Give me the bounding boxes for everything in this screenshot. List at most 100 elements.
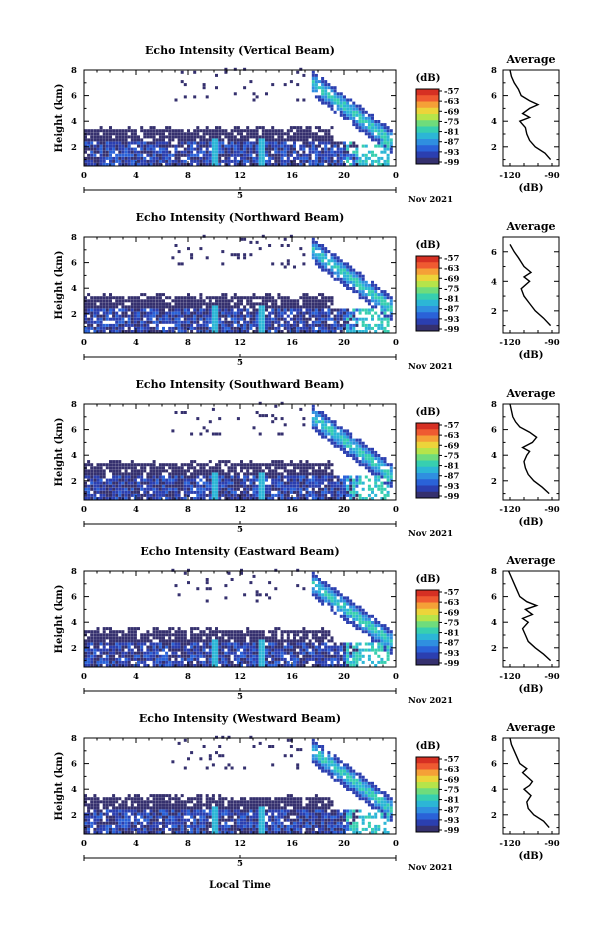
heatmap-cell xyxy=(124,493,128,497)
heatmap-cell xyxy=(215,463,218,467)
profile-x-tick-label: -120 xyxy=(499,338,520,348)
heatmap-cell xyxy=(146,299,150,303)
heatmap-cell xyxy=(336,104,340,108)
heatmap-cell xyxy=(133,472,137,476)
heatmap-cell xyxy=(249,317,253,321)
heatmap-cell xyxy=(99,469,103,473)
heatmap-cell xyxy=(333,475,337,479)
heatmap-cell xyxy=(240,657,243,661)
heatmap-cell xyxy=(333,277,337,281)
heatmap-cell xyxy=(246,320,250,324)
heatmap-cell xyxy=(221,664,225,667)
heatmap-cell xyxy=(289,153,293,157)
heatmap-cell xyxy=(121,472,125,476)
heatmap-cell xyxy=(308,159,312,163)
heatmap-cell xyxy=(196,636,200,640)
heatmap-cell xyxy=(199,135,203,139)
heatmap-cell xyxy=(221,478,225,482)
heatmap-cell xyxy=(289,664,293,667)
heatmap-cell xyxy=(90,484,94,488)
heatmap-cell xyxy=(187,469,190,473)
heatmap-cell xyxy=(302,323,306,327)
heatmap-cell xyxy=(283,475,287,479)
heatmap-cell xyxy=(215,627,218,631)
heatmap-cell xyxy=(221,311,225,315)
heatmap-cell xyxy=(271,651,275,655)
heatmap-cell xyxy=(149,147,153,151)
heatmap-cell xyxy=(180,478,184,482)
heatmap-cell xyxy=(183,571,187,575)
heatmap-cell xyxy=(102,129,106,133)
heatmap-cell xyxy=(330,156,334,160)
heatmap-cell xyxy=(168,648,172,652)
colorbar-tick-label: -63 xyxy=(444,431,459,441)
heatmap-cell xyxy=(168,472,172,476)
heatmap-cell xyxy=(280,654,284,658)
heatmap-cell xyxy=(96,484,100,488)
heatmap-cell xyxy=(165,633,169,637)
heatmap-cell xyxy=(302,317,306,321)
heatmap-cell xyxy=(149,153,153,157)
heatmap-cell xyxy=(84,156,87,160)
heatmap-cell xyxy=(124,141,128,145)
heatmap-cell xyxy=(246,654,250,658)
heatmap-cell xyxy=(137,141,140,145)
heatmap-cell xyxy=(246,469,250,473)
heatmap-cell xyxy=(133,642,137,646)
heatmap-cell xyxy=(90,311,94,315)
heatmap-cell xyxy=(236,314,240,318)
heatmap-cell xyxy=(149,296,153,300)
heatmap-cell xyxy=(152,135,156,139)
heatmap-cell xyxy=(252,147,256,151)
heatmap-cell xyxy=(289,487,293,491)
heatmap-cell xyxy=(90,648,94,652)
heatmap-cell xyxy=(386,469,390,473)
heatmap-cell xyxy=(314,590,318,594)
heatmap-cell xyxy=(208,141,212,145)
heatmap-cell xyxy=(218,138,222,142)
heatmap-cell xyxy=(274,460,278,464)
heatmap-cell xyxy=(168,484,172,488)
heatmap-cell xyxy=(252,426,256,430)
heatmap-cell xyxy=(249,651,253,655)
heatmap-cell xyxy=(346,330,350,333)
heatmap-cell xyxy=(93,132,97,136)
heatmap-cell xyxy=(230,129,234,133)
heatmap-cell xyxy=(252,330,256,333)
heatmap-cell xyxy=(339,98,343,102)
heatmap-cell xyxy=(311,147,315,151)
heatmap-cell xyxy=(364,120,368,123)
heatmap-cell xyxy=(330,608,334,612)
heatmap-cell xyxy=(339,493,343,497)
heatmap-cell xyxy=(165,654,169,658)
heatmap-cell xyxy=(321,253,325,257)
heatmap-cell xyxy=(352,156,356,160)
heatmap-cell xyxy=(249,487,253,491)
heatmap-cell xyxy=(274,141,278,145)
heatmap-cell xyxy=(243,463,247,467)
heatmap-cell xyxy=(274,330,278,333)
heatmap-cell xyxy=(371,317,374,321)
heatmap-cell xyxy=(174,484,178,488)
heatmap-cell xyxy=(249,481,253,485)
heatmap-cell xyxy=(102,642,106,646)
heatmap-cell xyxy=(243,86,247,90)
heatmap-cell xyxy=(361,159,365,163)
heatmap-cell xyxy=(302,299,306,303)
heatmap-cell xyxy=(133,323,137,327)
heatmap-cell xyxy=(246,493,250,497)
heatmap-cell xyxy=(305,330,309,333)
heatmap-cell xyxy=(252,314,256,318)
heatmap-cell xyxy=(236,645,240,649)
heatmap-cell xyxy=(158,660,162,664)
heatmap-cell xyxy=(143,487,147,491)
heatmap-cell xyxy=(233,311,237,315)
heatmap-cell xyxy=(193,156,197,160)
heatmap-cell xyxy=(187,147,190,151)
heatmap-cell xyxy=(96,296,100,300)
heatmap-cell xyxy=(386,314,390,318)
heatmap-cell xyxy=(165,660,169,664)
heatmap-cell xyxy=(199,311,203,315)
heatmap-cell xyxy=(380,156,384,160)
heatmap-cell xyxy=(308,478,312,482)
